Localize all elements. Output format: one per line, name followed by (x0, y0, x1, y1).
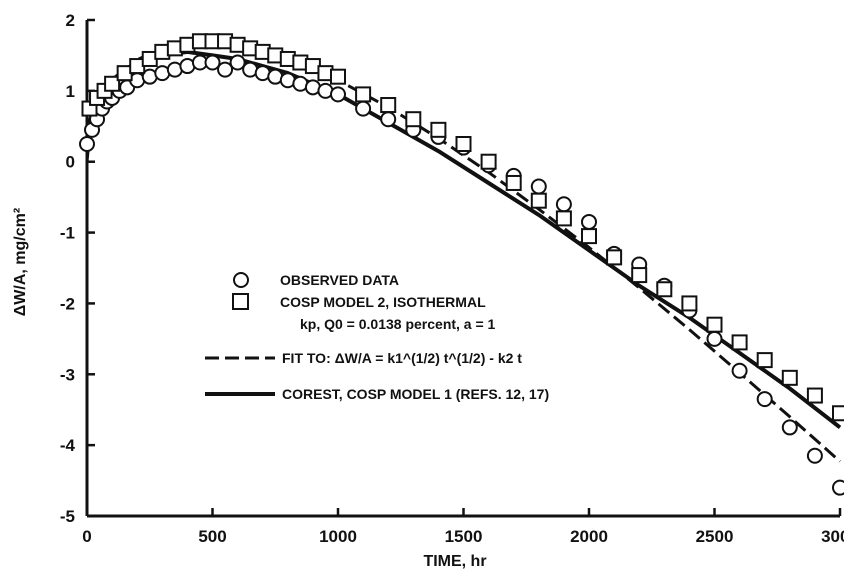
cosp2-data-point (480, 153, 497, 170)
observed-data-point (756, 391, 773, 408)
axes-frame (85, 20, 840, 518)
cosp2-data-point (681, 295, 698, 312)
observed-data-point (330, 86, 346, 103)
cosp2-data-point (330, 68, 346, 85)
x-tick-labels: 0 500 1000 1500 2000 2500 3000 (82, 527, 844, 546)
cosp2-data-point (706, 316, 723, 333)
cosp2-data-point (380, 97, 397, 114)
x-tick-label: 1000 (319, 527, 357, 546)
cosp2-data-point (530, 192, 547, 209)
y-tick-label: -4 (60, 436, 76, 455)
legend-cosp2-params: kp, Q0 = 0.0138 percent, a = 1 (300, 316, 496, 332)
cosp2-data-point (355, 86, 372, 103)
legend-observed-marker (233, 272, 249, 288)
x-tick-label: 1500 (445, 527, 483, 546)
legend-cosp2-marker (232, 293, 249, 310)
legend-cosp2-label: COSP MODEL 2, ISOTHERMAL (280, 294, 486, 310)
x-tick-label: 2000 (570, 527, 608, 546)
y-tick-labels: 2 1 0 -1 -2 -3 -4 -5 (60, 11, 76, 526)
tick-marks (85, 18, 842, 518)
cosp2-data-point (756, 352, 773, 369)
observed-data-point (731, 362, 748, 379)
cosp2-data-point (555, 210, 572, 227)
cosp2-data-point (781, 369, 798, 386)
y-tick-label: 2 (66, 11, 75, 30)
y-axis-label: ΔW/A, mg/cm² (12, 208, 29, 316)
cosp2-data-point (455, 136, 472, 152)
observed-data-point (79, 136, 95, 152)
observed-data-point (832, 479, 844, 496)
observed-data-point (806, 447, 823, 464)
cosp2-data-point (104, 75, 121, 92)
observed-data-point (204, 54, 221, 71)
x-axis-label: TIME, hr (423, 553, 486, 570)
cosp2-data-point (731, 334, 748, 351)
observed-data-point (380, 111, 397, 128)
observed-data-point (581, 213, 597, 230)
observed-data-point (355, 100, 372, 117)
series-points (79, 33, 844, 496)
y-tick-label: 1 (66, 82, 75, 101)
observed-data-point (217, 61, 234, 78)
observed-data-point (555, 196, 572, 213)
y-tick-label: -1 (60, 224, 75, 243)
observed-data-point (530, 178, 547, 195)
x-tick-label: 2500 (696, 527, 734, 546)
x-tick-label: 3000 (821, 527, 844, 546)
cosp2-data-point (832, 405, 844, 422)
x-tick-label: 0 (82, 527, 91, 546)
observed-data-point (706, 330, 723, 347)
cosp2-data-point (581, 228, 597, 245)
x-tick-label: 500 (198, 527, 226, 546)
legend-fit-label: FIT TO: ΔW/A = k1^(1/2) t^(1/2) - k2 t (282, 350, 522, 366)
cosp2-data-point (631, 267, 648, 284)
corest-curve-line (85, 49, 842, 429)
y-tick-label: 0 (66, 153, 75, 172)
cosp2-data-point (430, 121, 447, 138)
cosp2-data-point (505, 174, 522, 191)
cosp2-data-point (405, 111, 422, 128)
y-tick-label: -5 (60, 507, 75, 526)
cosp2-data-point (806, 387, 823, 404)
observed-data-point (781, 419, 798, 436)
y-tick-label: -2 (60, 294, 75, 313)
observed-data-point (229, 54, 246, 71)
legend: OBSERVED DATA COSP MODEL 2, ISOTHERMAL k… (205, 272, 549, 402)
cosp2-data-point (656, 281, 673, 298)
cosp2-data-point (606, 249, 623, 266)
y-tick-label: -3 (60, 365, 75, 384)
legend-observed-label: OBSERVED DATA (280, 272, 399, 288)
legend-corest-label: COREST, COSP MODEL 1 (REFS. 12, 17) (282, 386, 549, 402)
